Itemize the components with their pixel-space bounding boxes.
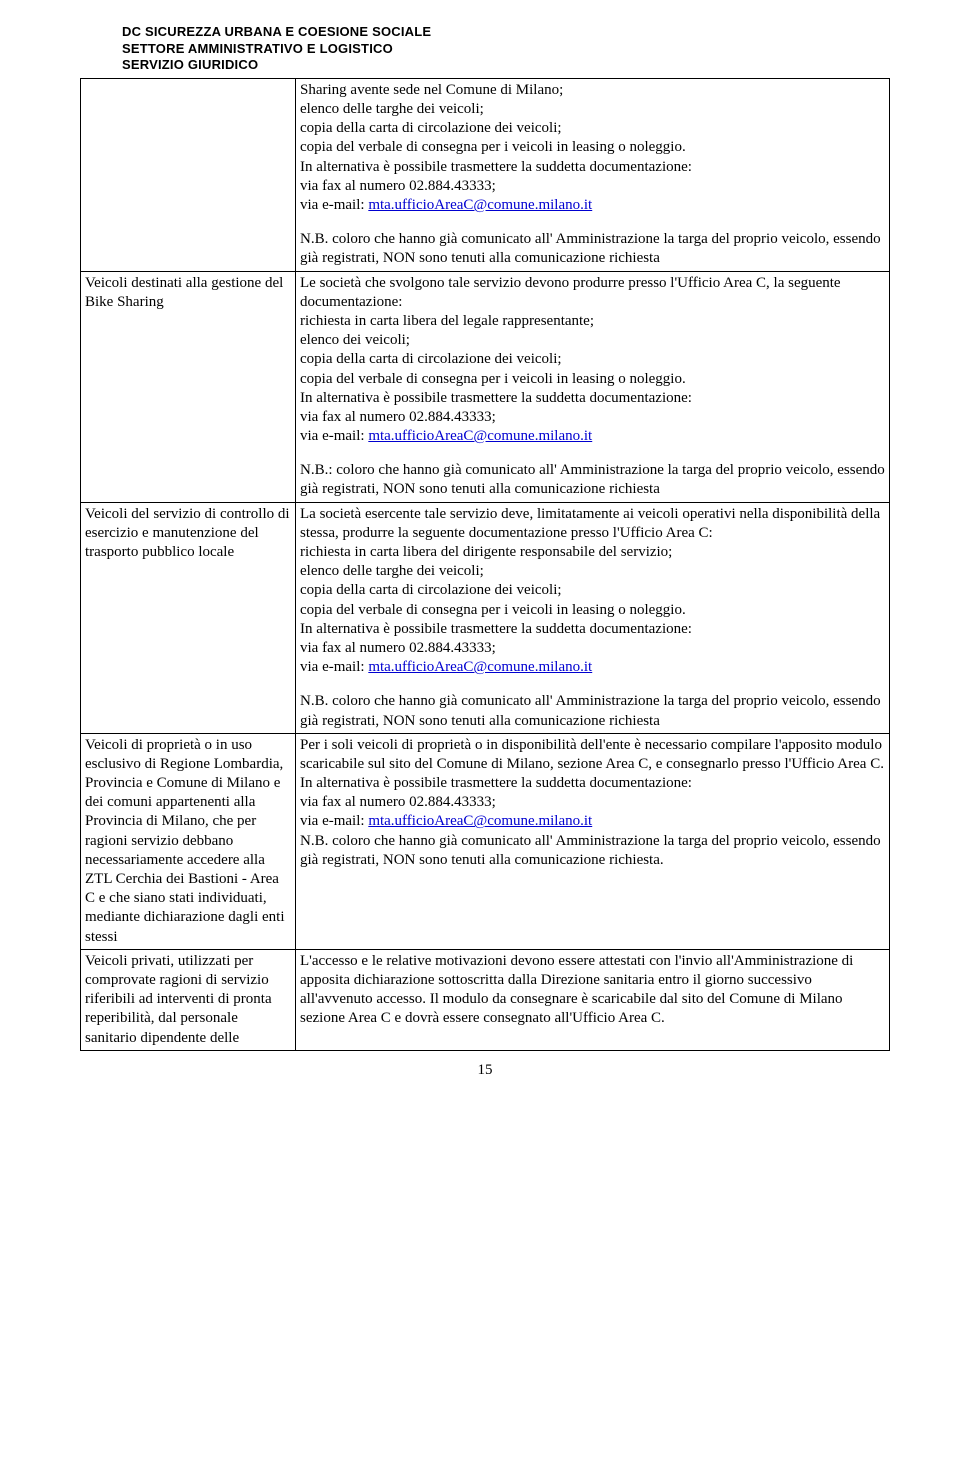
table-row: Veicoli destinati alla gestione del Bike… (81, 271, 890, 502)
cell-right-3: La società esercente tale servizio deve,… (296, 502, 890, 733)
text: elenco delle targhe dei veicoli; (300, 562, 885, 581)
email-prefix: via e-mail: (300, 197, 368, 213)
cell-left-5: Veicoli privati, utilizzati per comprova… (81, 949, 296, 1050)
text: copia del verbale di consegna per i veic… (300, 601, 885, 620)
text: via fax al numero 02.884.43333; (300, 639, 885, 658)
table-row: Veicoli di proprietà o in uso esclusivo … (81, 733, 890, 949)
table-row: Sharing avente sede nel Comune di Milano… (81, 78, 890, 271)
header-line-2: SETTORE AMMINISTRATIVO E LOGISTICO (122, 41, 890, 58)
cell-left-empty (81, 78, 296, 271)
text: via fax al numero 02.884.43333; (300, 793, 885, 812)
content-table: Sharing avente sede nel Comune di Milano… (80, 78, 890, 1051)
text: via e-mail: mta.ufficioAreaC@comune.mila… (300, 812, 885, 831)
text: via e-mail: mta.ufficioAreaC@comune.mila… (300, 427, 885, 446)
text: In alternativa è possibile trasmettere l… (300, 158, 885, 177)
email-prefix: via e-mail: (300, 813, 368, 829)
cell-left-2: Veicoli destinati alla gestione del Bike… (81, 271, 296, 502)
email-link[interactable]: mta.ufficioAreaC@comune.milano.it (368, 659, 592, 675)
cell-left-3: Veicoli del servizio di controllo di ese… (81, 502, 296, 733)
text: copia della carta di circolazione dei ve… (300, 119, 885, 138)
cell-right-1: Sharing avente sede nel Comune di Milano… (296, 78, 890, 271)
text: Sharing avente sede nel Comune di Milano… (300, 81, 885, 100)
text: copia della carta di circolazione dei ve… (300, 350, 885, 369)
text: Per i soli veicoli di proprietà o in dis… (300, 736, 885, 774)
table-row: Veicoli privati, utilizzati per comprova… (81, 949, 890, 1050)
text: copia del verbale di consegna per i veic… (300, 370, 885, 389)
text: via fax al numero 02.884.43333; (300, 408, 885, 427)
header-line-1: DC SICUREZZA URBANA E COESIONE SOCIALE (122, 24, 890, 41)
cell-right-2: Le società che svolgono tale servizio de… (296, 271, 890, 502)
document-header: DC SICUREZZA URBANA E COESIONE SOCIALE S… (122, 24, 890, 74)
text: In alternativa è possibile trasmettere l… (300, 620, 885, 639)
text: via e-mail: mta.ufficioAreaC@comune.mila… (300, 196, 885, 215)
text: In alternativa è possibile trasmettere l… (300, 389, 885, 408)
note-text: N.B.: coloro che hanno già comunicato al… (300, 461, 885, 499)
cell-right-4: Per i soli veicoli di proprietà o in dis… (296, 733, 890, 949)
email-link[interactable]: mta.ufficioAreaC@comune.milano.it (368, 428, 592, 444)
text: In alternativa è possibile trasmettere l… (300, 774, 885, 793)
note-text: N.B. coloro che hanno già comunicato all… (300, 230, 885, 268)
text: via fax al numero 02.884.43333; (300, 177, 885, 196)
table-row: Veicoli del servizio di controllo di ese… (81, 502, 890, 733)
email-prefix: via e-mail: (300, 659, 368, 675)
text: elenco delle targhe dei veicoli; (300, 100, 885, 119)
cell-right-5: L'accesso e le relative motivazioni devo… (296, 949, 890, 1050)
note-text: N.B. coloro che hanno già comunicato all… (300, 832, 885, 870)
email-prefix: via e-mail: (300, 428, 368, 444)
note-text: N.B. coloro che hanno già comunicato all… (300, 692, 885, 730)
text: Le società che svolgono tale servizio de… (300, 274, 885, 312)
text: copia della carta di circolazione dei ve… (300, 581, 885, 600)
page-number: 15 (80, 1061, 890, 1080)
text: La società esercente tale servizio deve,… (300, 505, 885, 543)
text: elenco dei veicoli; (300, 331, 885, 350)
text: richiesta in carta libera del dirigente … (300, 543, 885, 562)
text: richiesta in carta libera del legale rap… (300, 312, 885, 331)
email-link[interactable]: mta.ufficioAreaC@comune.milano.it (368, 197, 592, 213)
text: copia del verbale di consegna per i veic… (300, 138, 885, 157)
cell-left-4: Veicoli di proprietà o in uso esclusivo … (81, 733, 296, 949)
text: via e-mail: mta.ufficioAreaC@comune.mila… (300, 658, 885, 677)
email-link[interactable]: mta.ufficioAreaC@comune.milano.it (368, 813, 592, 829)
header-line-3: SERVIZIO GIURIDICO (122, 57, 890, 74)
